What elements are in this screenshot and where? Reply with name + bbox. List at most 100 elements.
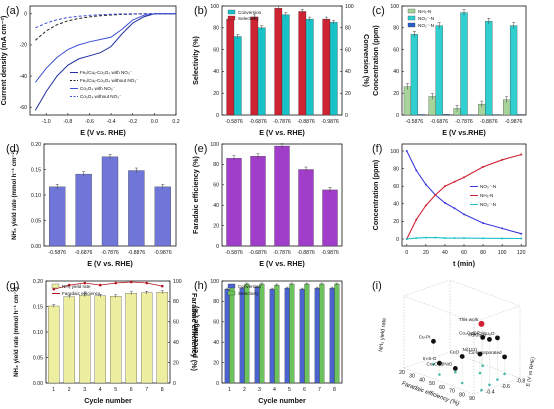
bar-h-selectivity-0 bbox=[229, 284, 235, 384]
bar-g-nhyieldrate-3 bbox=[94, 295, 106, 384]
legend-label: NH₃ yield rate bbox=[62, 284, 91, 289]
ytick-label-f: 40 bbox=[393, 202, 399, 208]
bar-g-nhyieldrate-5 bbox=[125, 293, 137, 384]
legend-swatch bbox=[227, 9, 236, 15]
bar-e-s0-3 bbox=[298, 169, 314, 247]
series-point-f-2 bbox=[453, 237, 456, 240]
bar-g-nhyieldrate-7 bbox=[156, 292, 168, 384]
bar-g-nhyieldrate-4 bbox=[110, 296, 122, 384]
xtick-label-a: -1.0 bbox=[42, 119, 51, 125]
fe-point-g-0 bbox=[52, 287, 56, 291]
ytick-label-a: -40 bbox=[20, 74, 28, 80]
series-line-f-1 bbox=[406, 154, 522, 240]
xtick-label-e: -0.6876 bbox=[249, 250, 267, 256]
series-point-f-2 bbox=[463, 237, 465, 240]
ytick-label-e: 0 bbox=[216, 244, 219, 250]
ytick-label-b: 60 bbox=[345, 47, 351, 53]
bar-h-selectivity-7 bbox=[334, 283, 340, 384]
ytick-label-g: 20 bbox=[173, 360, 179, 366]
xtick-label-h: 8 bbox=[333, 387, 336, 393]
bar-h-conversion-6 bbox=[314, 287, 320, 384]
bar-c-1-1 bbox=[435, 25, 443, 116]
series-point-f-2 bbox=[424, 236, 427, 239]
point-label-i: Cu-incorporated bbox=[469, 350, 502, 355]
bar-g-nhyieldrate-0 bbox=[48, 305, 60, 384]
box-edge-i bbox=[449, 279, 521, 307]
panel-label-d: (d) bbox=[6, 143, 19, 155]
xtick-label-i: 70 bbox=[449, 389, 455, 395]
series-line-a-2 bbox=[35, 13, 176, 83]
xtick-label-d: -0.9876 bbox=[154, 250, 172, 256]
ytick-label-g: 0 bbox=[173, 381, 176, 387]
xtick-label-h: 7 bbox=[318, 387, 321, 393]
point-i-6 bbox=[477, 351, 483, 357]
panel-label-c: (c) bbox=[372, 5, 385, 17]
bar-e-s0-0 bbox=[226, 158, 242, 247]
legend-label: Selectivity bbox=[238, 291, 259, 296]
xlabel-h: Cycle number bbox=[258, 396, 306, 405]
legend-label: NO₃⁻-N bbox=[418, 16, 434, 21]
xtick-label-h: 6 bbox=[303, 387, 306, 393]
bar-g-nhyieldrate-1 bbox=[63, 296, 75, 384]
bar-d-s0-0 bbox=[49, 186, 66, 247]
point-label-i: Cu₂O/Cu₈O bbox=[471, 331, 495, 336]
bar-h-conversion-7 bbox=[329, 287, 335, 384]
panel-label-f: (f) bbox=[372, 143, 382, 155]
bar-h-selectivity-1 bbox=[244, 283, 250, 384]
ztick-label-i: -0.8 bbox=[516, 379, 525, 385]
ylabel-c: Concentration (ppm) bbox=[371, 25, 380, 96]
series-line-f-2 bbox=[406, 237, 522, 240]
ylabel-e: Faradaic efficiency (%) bbox=[191, 155, 200, 234]
ylabel-g: NH₃ yield rate (mmol h⁻¹ cm⁻²) bbox=[13, 287, 20, 377]
ylabel-g: Faradaic efficiency (%) bbox=[190, 293, 199, 372]
xtick-label-f: 40 bbox=[442, 250, 448, 256]
point-label-i: Co₃O₄@NiO bbox=[427, 361, 453, 366]
xtick-label-f: 20 bbox=[423, 250, 429, 256]
ytick-label-e: 40 bbox=[213, 203, 219, 209]
ytick-label-b: 0 bbox=[345, 113, 348, 119]
bar-h-conversion-5 bbox=[299, 289, 305, 384]
bar-c-2-1 bbox=[442, 114, 450, 116]
series-point-f-2 bbox=[405, 237, 408, 240]
ylabel-b: Conversion (%) bbox=[362, 34, 371, 87]
xtick-label-d: -0.7876 bbox=[101, 250, 119, 256]
xtick-label-d: -0.8876 bbox=[128, 250, 146, 256]
xtick-label-b: -0.8876 bbox=[297, 119, 315, 125]
xtick-label-e: -0.5876 bbox=[225, 250, 243, 256]
bar-e-s0-4 bbox=[322, 189, 338, 247]
series-point-f-0 bbox=[520, 232, 523, 235]
legend-label: Feₓ/Cuₓ-Co₃O₄ with NO₃⁻ bbox=[80, 70, 133, 75]
series-point-f-1 bbox=[501, 158, 504, 161]
xlabel-e: E (V vs. RHE) bbox=[259, 259, 305, 268]
bar-e-s0-2 bbox=[274, 145, 290, 247]
ytick-label-h: 0 bbox=[216, 381, 219, 387]
ylabel-d: NH₃ yield rate (mmol h⁻¹ cm⁻²) bbox=[11, 150, 18, 240]
ytick-label-d: 0.05 bbox=[31, 218, 41, 224]
series-point-f-0 bbox=[453, 207, 456, 210]
legend-label: Faradaic efficiency bbox=[62, 291, 101, 296]
legend-label: NH₃-N bbox=[480, 193, 493, 198]
bar-d-s0-1 bbox=[75, 173, 92, 247]
ytick-label-f: 100 bbox=[390, 149, 399, 155]
xtick-label-b: -0.6876 bbox=[249, 119, 267, 125]
bar-b-selectivity-2 bbox=[274, 8, 283, 116]
ytick-label-d: 0.00 bbox=[31, 244, 41, 250]
series-point-f-0 bbox=[482, 222, 485, 225]
xlabel-g: Cycle number bbox=[84, 396, 132, 405]
series-line-a-3 bbox=[35, 13, 176, 29]
bar-e-s0-1 bbox=[250, 156, 266, 247]
ytick-label-e: 80 bbox=[213, 162, 219, 168]
legend-swatch bbox=[227, 15, 236, 21]
box-edge-i bbox=[403, 367, 475, 395]
xtick-label-b: -0.9876 bbox=[321, 119, 339, 125]
shadow-point-i bbox=[438, 373, 441, 376]
series-point-f-2 bbox=[482, 237, 485, 240]
ytick-label-g: 0.15 bbox=[33, 304, 43, 310]
bar-d-s0-3 bbox=[128, 170, 145, 247]
xlabel-a: E (V vs. RHE) bbox=[80, 128, 126, 137]
bar-g-nhyieldrate-2 bbox=[79, 295, 91, 384]
series-line-f-0 bbox=[406, 150, 522, 235]
ylabel-i: NH₃ yield rate bbox=[378, 318, 388, 352]
series-point-f-1 bbox=[415, 218, 418, 221]
series-point-f-2 bbox=[520, 237, 523, 240]
